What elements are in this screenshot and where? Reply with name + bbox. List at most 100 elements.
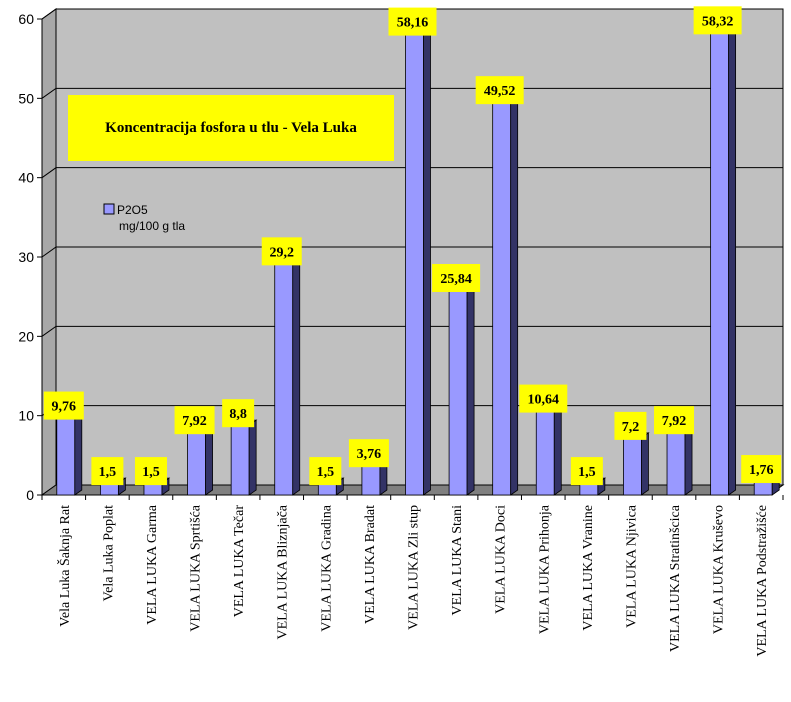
bar-side xyxy=(641,432,649,496)
x-category-label: VELA LUKA Stani xyxy=(450,505,465,616)
data-label-text: 7,2 xyxy=(622,420,640,435)
data-label-background xyxy=(388,7,437,36)
chart-title-box: Koncentracija fosfora u tlu - Vela Luka xyxy=(68,95,394,161)
data-label-text: 1,5 xyxy=(578,465,596,480)
bar-front xyxy=(230,424,250,496)
legend: P2O5 mg/100 g tla xyxy=(97,198,220,236)
data-label: 7,2 xyxy=(614,411,647,440)
bar-side xyxy=(684,426,693,496)
data-label-text: 1,5 xyxy=(142,465,160,480)
data-label-text: 9,76 xyxy=(52,400,77,415)
category-labels: Vela Luka Šaknja Rat Vela Luka Poplat VELA… xyxy=(56,504,770,656)
chart-title-background xyxy=(68,95,394,161)
data-label: 9,76 xyxy=(43,391,84,420)
y-tick-label: 40 xyxy=(18,170,34,186)
x-category-label: VELA LUKA Stratinšcica xyxy=(668,504,683,652)
bar xyxy=(535,404,563,496)
bar xyxy=(229,419,258,496)
data-label: 10,64 xyxy=(519,384,568,413)
data-label-background xyxy=(261,237,302,266)
gridline xyxy=(41,246,783,258)
data-label-background xyxy=(43,391,84,420)
data-label-background xyxy=(693,6,742,35)
data-label: 49,52 xyxy=(475,76,524,105)
x-category-label: VELA LUKA Garma xyxy=(145,504,160,625)
x-category-label: VELA LUKA Kruševo xyxy=(712,505,727,634)
data-label-background xyxy=(614,411,647,440)
data-label-background xyxy=(654,406,695,435)
x-category-label: VELA LUKA Zli stup xyxy=(407,505,422,630)
y-tick-label: 10 xyxy=(18,408,34,424)
bar xyxy=(491,96,519,496)
bar-front xyxy=(405,33,424,496)
data-label: 58,16 xyxy=(388,7,437,36)
data-label-text: 8,8 xyxy=(229,407,247,422)
data-label-background xyxy=(519,384,568,413)
data-label-background xyxy=(570,457,603,486)
data-label-background xyxy=(475,76,524,105)
bar-side xyxy=(74,411,83,496)
bar-front xyxy=(710,31,730,496)
chart-title: Koncentracija fosfora u tlu - Vela Luka xyxy=(105,120,357,136)
x-category-label: Vela Luka Poplat xyxy=(101,505,116,602)
bar-front xyxy=(666,431,686,496)
bar xyxy=(665,426,694,496)
data-label: 1,5 xyxy=(570,457,603,486)
data-label: 1,5 xyxy=(309,457,342,486)
data-label-background xyxy=(91,457,124,486)
x-category-label: VELA LUKA Doci xyxy=(494,505,509,614)
legend-label-line1: P2O5 xyxy=(117,203,148,217)
bar xyxy=(273,257,301,496)
data-label-background xyxy=(222,399,255,428)
data-labels: 9,76 1,5 1,5 7,92 8,8 29,2 1,5 3,76 58,16 25,84 49… xyxy=(43,6,782,486)
x-category-label: VELA LUKA Njivica xyxy=(624,504,639,628)
bar xyxy=(622,432,650,496)
axes: 0 10 20 30 40 50 60 xyxy=(18,11,784,503)
x-category-label: VELA LUKA Podstražišće xyxy=(755,505,770,657)
data-label-text: 7,92 xyxy=(662,414,687,429)
bar-side xyxy=(423,27,431,496)
gridline xyxy=(41,325,783,337)
data-label-text: 29,2 xyxy=(269,245,294,260)
data-label-background xyxy=(432,264,481,293)
bar-front xyxy=(535,410,555,496)
legend-label-line2: mg/100 g tla xyxy=(119,219,185,233)
data-label-text: 25,84 xyxy=(440,272,472,287)
y-tick-label: 0 xyxy=(26,487,34,503)
data-label-text: 1,5 xyxy=(99,465,117,480)
bar-front xyxy=(187,431,206,496)
bar-front xyxy=(492,101,512,496)
legend-swatch xyxy=(103,203,115,215)
data-label-text: 49,52 xyxy=(484,84,516,99)
data-label: 58,32 xyxy=(693,6,742,35)
bar-side xyxy=(248,419,257,496)
data-label-background xyxy=(348,439,389,468)
bar xyxy=(709,26,737,496)
bar-front xyxy=(623,437,642,496)
x-category-label: VELA LUKA Bradat xyxy=(363,505,378,624)
bar xyxy=(404,27,432,496)
bar-front xyxy=(361,464,381,496)
bar xyxy=(55,411,84,496)
x-category-label: VELA LUKA Vranine xyxy=(581,505,596,631)
bar-front xyxy=(448,289,468,496)
gridline xyxy=(41,167,783,179)
data-label-background xyxy=(134,457,167,486)
data-label: 1,5 xyxy=(91,457,124,486)
data-label-text: 7,92 xyxy=(182,414,207,429)
data-label: 8,8 xyxy=(222,399,255,428)
legend-box xyxy=(97,198,220,236)
bar-side xyxy=(292,257,301,496)
data-label-text: 10,64 xyxy=(528,393,560,408)
data-label-background xyxy=(309,457,342,486)
bar xyxy=(447,284,476,496)
bar xyxy=(186,426,214,496)
bar-front xyxy=(274,262,294,496)
data-label-text: 3,76 xyxy=(357,447,382,462)
bar-side xyxy=(466,284,475,496)
data-label-text: 58,16 xyxy=(397,16,429,31)
bar-side xyxy=(728,26,737,496)
y-tick-label: 50 xyxy=(18,90,34,106)
data-label: 1,76 xyxy=(741,455,782,484)
data-label: 3,76 xyxy=(348,439,389,468)
